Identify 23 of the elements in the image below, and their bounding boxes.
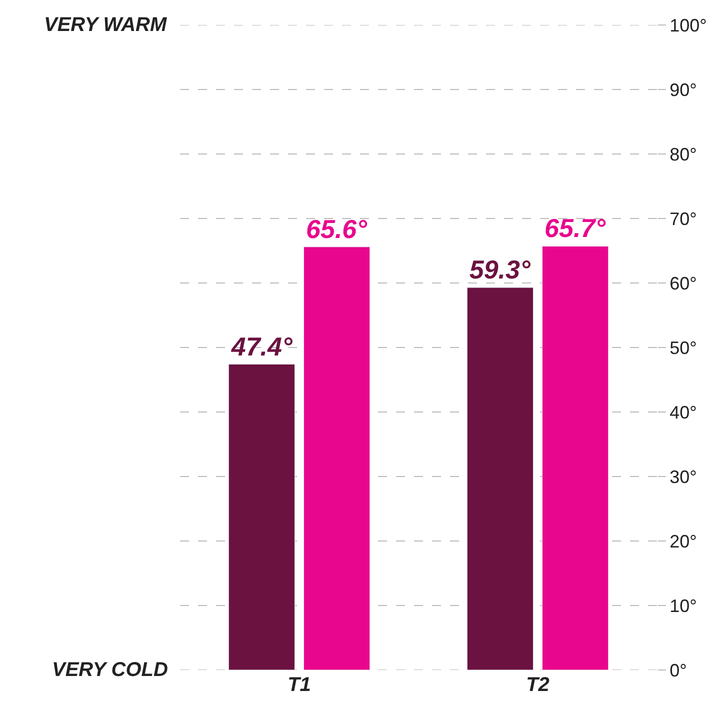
y-tick-label: 80° (670, 144, 697, 164)
bar (542, 246, 609, 670)
data-label: 65.7° (544, 213, 606, 244)
y-tick-label: 0° (670, 660, 687, 680)
bar (304, 246, 370, 670)
y-tick-label: 100° (670, 15, 707, 36)
y-tick-label: 10° (670, 596, 697, 616)
x-tick-label: T2 (526, 674, 550, 696)
text: VERY COLD (52, 659, 168, 681)
y-tick-label: 60° (670, 273, 697, 294)
y-tick-label: 40° (670, 402, 697, 422)
y-tick-label: 50° (670, 338, 697, 358)
data-label: 65.6° (306, 214, 368, 244)
y-tick-label: 70° (670, 208, 697, 229)
x-tick-label: T1 (288, 674, 311, 696)
y-tick-label: 30° (670, 466, 697, 487)
y-tick-label: 90° (670, 80, 697, 100)
data-label: 59.3° (469, 254, 531, 285)
text: VERY WARM (44, 14, 168, 36)
bar (228, 364, 295, 670)
y-tick-label: 20° (670, 531, 697, 552)
data-label: 47.4° (230, 331, 293, 362)
bar (466, 287, 534, 670)
